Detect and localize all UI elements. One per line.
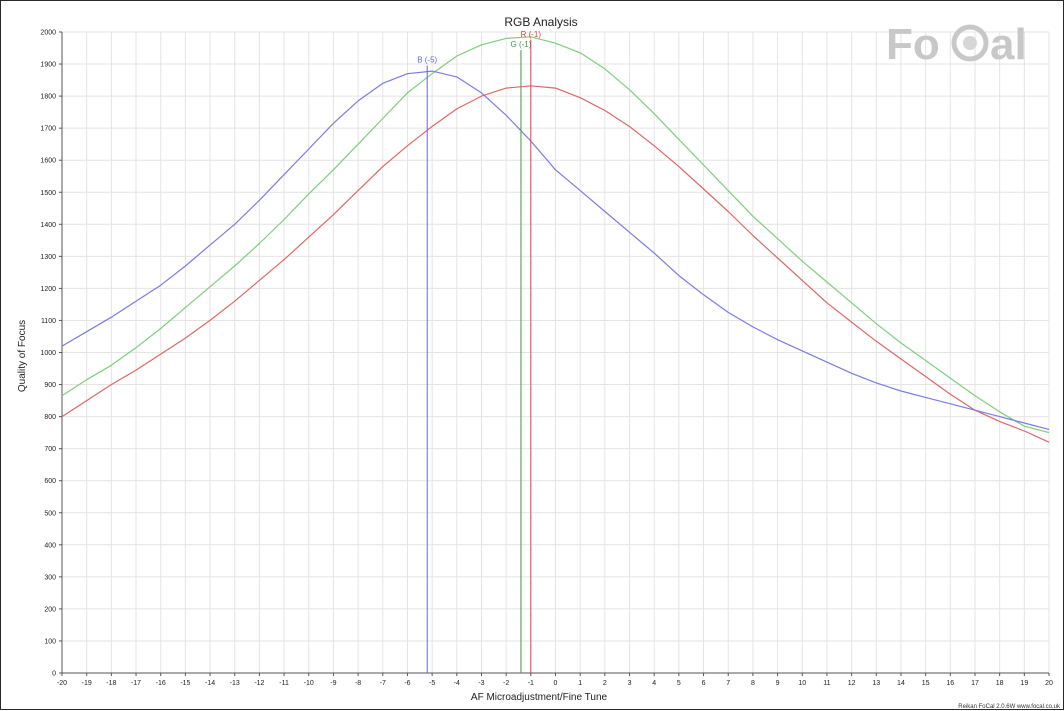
y-tick-label: 1500	[40, 190, 56, 197]
x-tick-label: 8	[751, 680, 755, 687]
x-tick-label: 5	[677, 680, 681, 687]
focal-logo: Fo al	[886, 20, 1027, 69]
y-tick-label: 200	[44, 606, 56, 613]
y-tick-label: 700	[44, 446, 56, 453]
logo-aperture-icon	[951, 24, 989, 62]
logo-text-left: Fo	[886, 20, 940, 69]
x-tick-label: 14	[897, 680, 905, 687]
x-tick-label: -16	[156, 680, 166, 687]
y-tick-label: 900	[44, 382, 56, 389]
x-tick-label: 4	[652, 680, 656, 687]
x-tick-label: -5	[429, 680, 435, 687]
y-tick-label: 1600	[40, 158, 56, 165]
x-tick-label: -3	[478, 680, 484, 687]
x-tick-label: -17	[131, 680, 141, 687]
y-tick-label: 1000	[40, 350, 56, 357]
peak-marker-label-2: R (-1)	[521, 30, 542, 39]
peak-marker-label-1: G (-1)	[511, 40, 532, 49]
x-tick-label: 19	[1020, 680, 1028, 687]
x-tick-label: -14	[205, 680, 215, 687]
y-tick-label: 500	[44, 510, 56, 517]
y-tick-label: 1400	[40, 222, 56, 229]
x-tick-label: 18	[996, 680, 1004, 687]
x-tick-label: 17	[971, 680, 979, 687]
y-tick-label: 800	[44, 414, 56, 421]
y-tick-label: 1700	[40, 126, 56, 133]
x-tick-label: -10	[304, 680, 314, 687]
x-tick-label: 0	[554, 680, 558, 687]
x-tick-label: -12	[254, 680, 264, 687]
y-tick-label: 1300	[40, 254, 56, 261]
y-axis-title: Quality of Focus	[17, 320, 28, 392]
series-line-2	[61, 70, 1050, 430]
x-tick-label: -8	[355, 680, 361, 687]
y-tick-label: 300	[44, 574, 56, 581]
y-tick-label: 400	[44, 542, 56, 549]
x-tick-label: -11	[279, 680, 289, 687]
x-tick-label: -7	[380, 680, 386, 687]
x-tick-label: 7	[726, 680, 730, 687]
y-tick-label: 1800	[40, 94, 56, 101]
x-tick-label: -20	[57, 680, 67, 687]
x-tick-label: 13	[872, 680, 880, 687]
x-tick-label: -15	[180, 680, 190, 687]
x-tick-label: -2	[503, 680, 509, 687]
x-tick-label: 16	[946, 680, 954, 687]
y-tick-label: 1200	[40, 286, 56, 293]
x-tick-label: 9	[776, 680, 780, 687]
x-tick-label: 20	[1045, 680, 1053, 687]
x-axis-title: AF Microadjustment/Fine Tune	[471, 692, 608, 703]
x-tick-label: 1	[578, 680, 582, 687]
chart-title: RGB Analysis	[504, 15, 577, 29]
x-tick-label: -1	[528, 680, 534, 687]
x-tick-label: -4	[454, 680, 460, 687]
series-line-0	[61, 85, 1050, 443]
logo-text-right: al	[990, 20, 1027, 69]
logo-aperture-core-icon	[963, 36, 977, 50]
x-tick-label: -19	[82, 680, 92, 687]
x-tick-label: 12	[848, 680, 856, 687]
x-tick-label: -6	[404, 680, 410, 687]
y-tick-label: 2000	[40, 30, 56, 37]
x-tick-label: 2	[603, 680, 607, 687]
y-tick-label: 600	[44, 478, 56, 485]
y-tick-label: 0	[52, 671, 56, 678]
x-tick-label: 10	[798, 680, 806, 687]
y-tick-label: 1900	[40, 62, 56, 69]
x-tick-label: 11	[823, 680, 830, 687]
x-tick-label: -13	[230, 680, 240, 687]
series-line-1	[61, 36, 1050, 434]
peak-marker-label-0: B (-5)	[417, 55, 437, 64]
x-tick-label: 3	[628, 680, 632, 687]
y-tick-label: 100	[44, 638, 56, 645]
x-tick-label: -9	[330, 680, 336, 687]
footer-credit: Reikan FoCal 2.0.6W www.focal.co.uk	[958, 704, 1061, 710]
x-tick-label: 6	[702, 680, 706, 687]
y-tick-label: 1100	[41, 318, 56, 325]
x-tick-label: 15	[922, 680, 930, 687]
x-tick-label: -18	[106, 680, 116, 687]
